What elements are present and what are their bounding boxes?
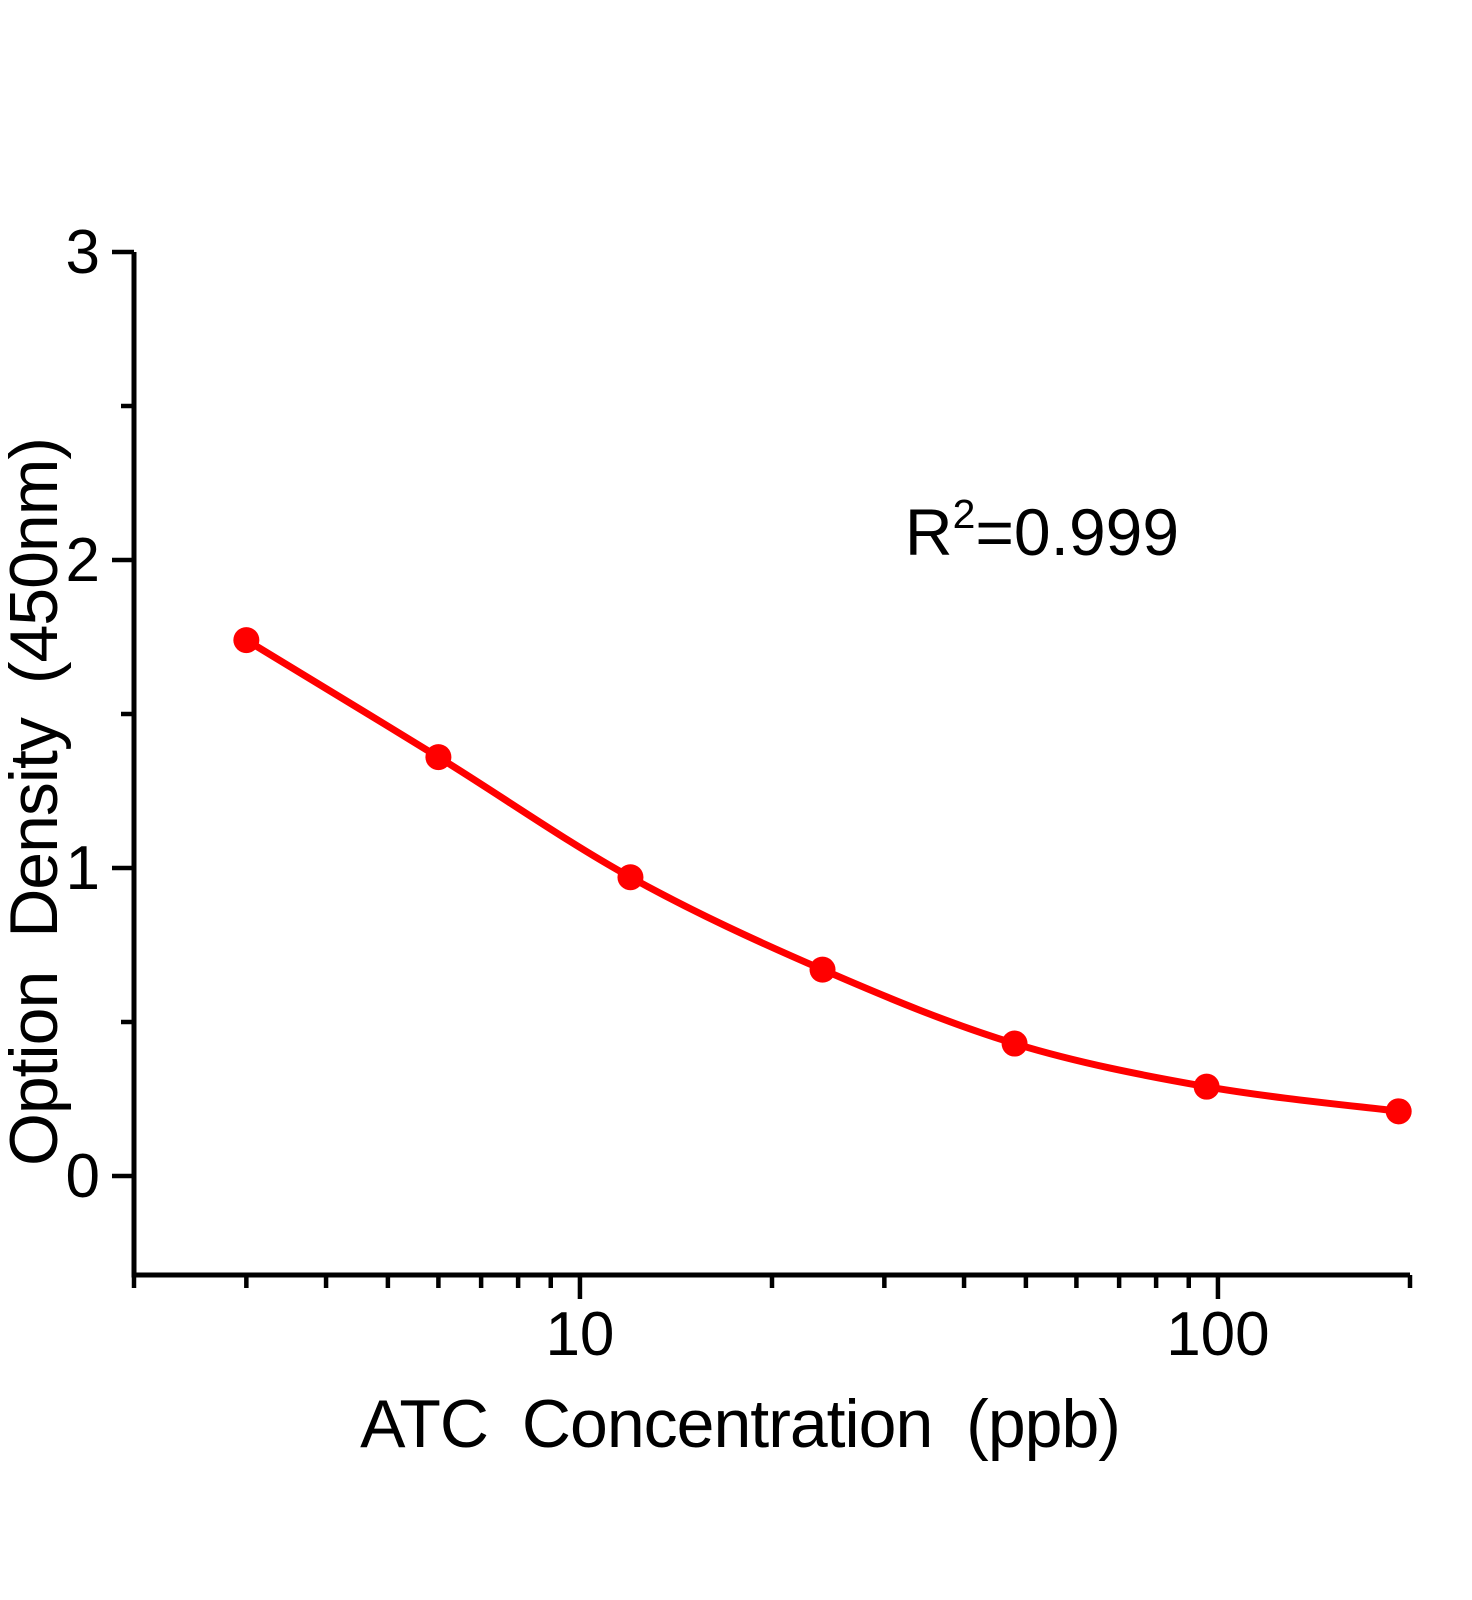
data-point: [233, 627, 260, 654]
x-axis-title: ATC Concentration (ppb): [360, 1385, 1121, 1463]
x-tick-label: 10: [545, 1300, 614, 1369]
r-squared-annotation: R2=0.999: [904, 490, 1180, 570]
r-squared-superscript: 2: [952, 490, 976, 537]
data-point: [1001, 1030, 1028, 1057]
y-axis-title-text: Option Density (450nm): [0, 437, 72, 1167]
y-axis-title: Option Density (450nm): [0, 438, 73, 1166]
r-squared-value: =0.999: [975, 495, 1180, 569]
y-tick-label: 0: [66, 1142, 100, 1211]
data-point: [425, 744, 452, 771]
x-axis-title-text: ATC Concentration (ppb): [360, 1386, 1121, 1462]
data-point: [809, 956, 836, 983]
r-squared-base: R: [904, 495, 953, 569]
data-point: [617, 864, 644, 891]
data-point: [1193, 1073, 1220, 1100]
fit-curve: [242, 636, 1403, 1115]
y-tick-label: 3: [66, 218, 100, 287]
x-tick-label: 100: [1166, 1300, 1269, 1369]
y-tick-label: 1: [66, 834, 100, 903]
y-tick-label: 2: [66, 526, 100, 595]
data-point: [1385, 1098, 1412, 1125]
